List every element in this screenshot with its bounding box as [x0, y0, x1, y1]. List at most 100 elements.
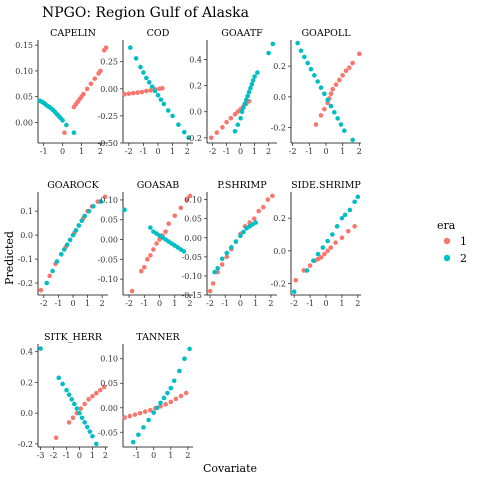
- data-point-era-1: [343, 68, 349, 74]
- facet-strip-label: P.SHRIMP: [217, 180, 267, 191]
- data-point-era-2: [302, 54, 307, 60]
- facet-panel: CAPELIN -1 0 1 2 0.00 0.05 0.10 0.15: [15, 28, 109, 156]
- y-tick-label: 0.05: [15, 93, 33, 102]
- data-point-era-1: [173, 396, 179, 402]
- x-tick-label: -2: [209, 147, 217, 156]
- data-point-era-2: [79, 415, 85, 421]
- data-point-era-2: [141, 425, 146, 430]
- x-tick-label: -1: [305, 147, 313, 156]
- data-point-era-1: [301, 268, 307, 273]
- data-point-era-1: [127, 413, 133, 419]
- facet-strip-label: CAPELIN: [50, 28, 96, 39]
- data-point-era-2: [347, 207, 353, 213]
- data-point-era-2: [252, 74, 257, 79]
- data-point-era-2: [146, 417, 151, 423]
- y-tick-label: -0.2: [18, 440, 33, 449]
- data-point-era-2: [144, 75, 149, 81]
- data-point-era-2: [245, 93, 250, 99]
- data-point-era-2: [270, 41, 276, 47]
- data-point-era-1: [337, 77, 342, 83]
- x-tick-label: 0: [323, 299, 328, 308]
- y-tick-label: 0.0: [273, 247, 286, 256]
- data-point-era-1: [224, 254, 230, 260]
- x-tick-label: 1: [90, 451, 95, 460]
- data-point-era-1: [97, 387, 103, 393]
- y-tick-label: 0.1: [20, 207, 33, 216]
- data-point-era-2: [71, 401, 77, 407]
- data-point-era-2: [177, 368, 182, 374]
- data-point-era-1: [62, 130, 67, 135]
- data-point-era-2: [76, 223, 82, 228]
- data-point-era-1: [347, 65, 352, 70]
- x-tick-label: 1: [168, 451, 173, 460]
- y-tick-label: 0.0: [189, 108, 202, 117]
- data-point-era-1: [86, 397, 91, 402]
- x-tick-label: 0: [77, 451, 82, 460]
- data-point-era-2: [181, 129, 187, 135]
- data-point-era-2: [305, 60, 310, 66]
- data-point-era-1: [142, 409, 148, 414]
- data-point-era-2: [60, 118, 65, 123]
- data-point-era-2: [352, 199, 357, 205]
- data-point-era-2: [73, 228, 79, 233]
- facet-strip-label: TANNER: [136, 332, 180, 343]
- data-point-era-1: [84, 86, 90, 92]
- x-tick-label: 2: [185, 147, 190, 156]
- x-tick-label: -2: [125, 299, 133, 308]
- data-point-era-2: [50, 268, 55, 274]
- x-tick-label: 0: [60, 147, 65, 156]
- data-point-era-2: [215, 265, 220, 271]
- data-point-era-1: [145, 257, 150, 262]
- data-point-era-2: [253, 220, 258, 225]
- data-point-era-2: [298, 48, 304, 54]
- data-point-era-1: [352, 224, 357, 229]
- data-point-era-1: [251, 216, 257, 222]
- data-point-era-2: [332, 109, 337, 115]
- data-point-era-2: [308, 66, 314, 72]
- x-tick-label: -1: [223, 147, 231, 156]
- data-point-era-2: [86, 208, 92, 214]
- data-point-era-2: [71, 130, 77, 135]
- data-point-era-1: [148, 407, 153, 413]
- x-tick-label: -2: [290, 299, 298, 308]
- data-point-era-1: [151, 247, 156, 252]
- data-point-era-2: [304, 268, 310, 273]
- data-point-era-2: [98, 199, 104, 204]
- data-point-era-1: [94, 390, 99, 396]
- data-point-era-2: [77, 410, 82, 416]
- x-tick-label: 2: [266, 147, 271, 156]
- data-point-era-1: [160, 85, 165, 91]
- data-point-era-1: [178, 393, 184, 399]
- data-point-era-2: [342, 212, 348, 218]
- data-point-era-2: [335, 116, 340, 121]
- data-point-era-2: [54, 259, 60, 264]
- data-point-era-2: [250, 78, 256, 83]
- data-point-era-2: [322, 91, 327, 97]
- data-point-era-2: [161, 395, 167, 401]
- y-axis-label: Predicted: [3, 231, 16, 285]
- data-point-era-2: [320, 245, 326, 250]
- data-point-era-2: [229, 245, 234, 250]
- data-point-era-2: [239, 109, 245, 115]
- y-tick-label: -0.1: [18, 255, 33, 264]
- y-tick-label: 0.0: [273, 93, 286, 102]
- legend: era 1 2: [437, 219, 467, 265]
- x-tick-label: 0: [155, 147, 160, 156]
- data-point-era-1: [318, 255, 324, 260]
- data-point-era-1: [330, 86, 335, 92]
- data-point-era-2: [130, 439, 136, 445]
- x-tick-label: 0: [238, 299, 243, 308]
- data-point-era-1: [130, 90, 136, 96]
- x-tick-label: 1: [85, 299, 90, 308]
- data-point-era-2: [59, 251, 64, 257]
- data-point-era-2: [44, 280, 50, 286]
- y-tick-label: -0.15: [181, 291, 202, 300]
- data-point-era-2: [165, 108, 171, 113]
- data-point-era-2: [342, 128, 347, 134]
- data-point-era-2: [149, 84, 155, 89]
- facet-strip-label: SITK_HERR: [44, 332, 103, 343]
- x-tick-label: 2: [357, 147, 362, 156]
- facet-panel: COD-2 -1 0 1 2-0.50-0.250.000.25: [97, 28, 193, 156]
- x-tick-label: 1: [253, 299, 258, 308]
- data-point-era-2: [355, 194, 361, 200]
